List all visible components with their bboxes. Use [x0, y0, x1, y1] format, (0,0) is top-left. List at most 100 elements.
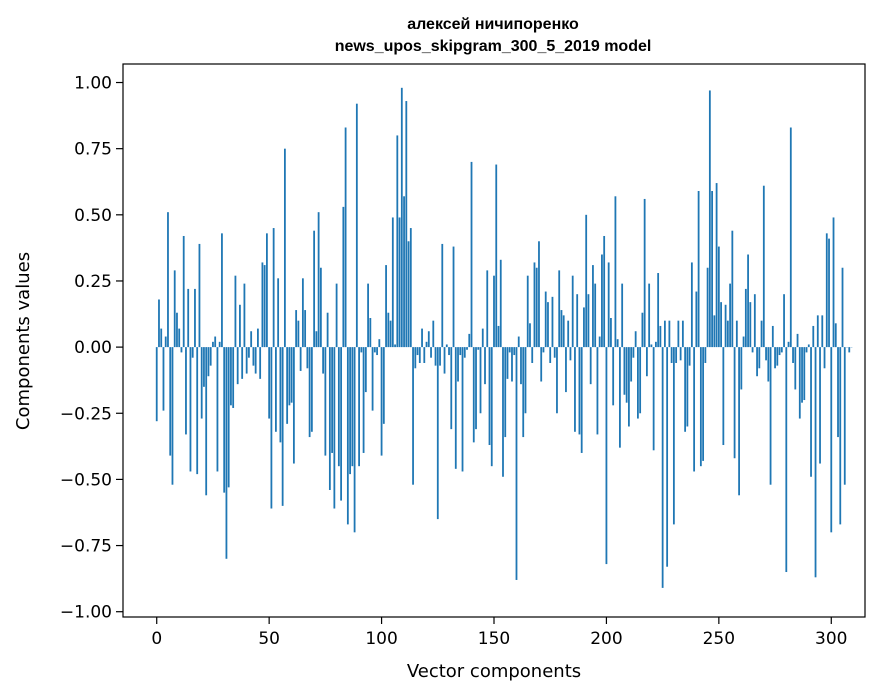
bar-6 [169, 347, 172, 456]
bar-248 [713, 315, 716, 348]
bar-209 [625, 347, 628, 403]
bar-251 [720, 302, 722, 348]
bar-130 [448, 347, 450, 356]
bar-282 [789, 127, 792, 348]
bar-39 [243, 283, 246, 348]
bar-201 [607, 262, 610, 348]
bar-221 [652, 347, 655, 451]
bar-231 [675, 347, 678, 363]
bar-125 [436, 347, 439, 520]
bar-172 [542, 347, 545, 353]
bar-236 [686, 347, 689, 427]
bar-164 [524, 347, 527, 414]
bar-220 [650, 344, 653, 348]
bar-297 [823, 347, 826, 369]
bar-141 [472, 347, 475, 443]
bar-159 [513, 347, 516, 356]
bar-98 [376, 347, 378, 356]
bar-13 [185, 347, 187, 435]
bar-63 [297, 320, 300, 348]
bars-group [155, 87, 853, 588]
bar-50 [268, 347, 271, 419]
bar-202 [610, 318, 612, 348]
bar-126 [439, 347, 441, 366]
bar-177 [553, 347, 556, 358]
bar-41 [248, 347, 250, 358]
bar-61 [292, 347, 295, 464]
bar-134 [457, 347, 459, 382]
bar-48 [263, 265, 266, 348]
bar-155 [504, 347, 507, 438]
bar-60 [290, 347, 293, 403]
bar-16 [191, 347, 194, 358]
bar-228 [668, 320, 671, 348]
bar-191 [585, 214, 588, 348]
bar-268 [758, 347, 761, 369]
bar-51 [270, 347, 273, 509]
bar-193 [589, 347, 592, 385]
bar-291 [810, 347, 812, 477]
bar-261 [742, 336, 745, 348]
bar-21 [203, 347, 205, 387]
bar-80 [335, 283, 338, 348]
bar-19 [198, 243, 201, 348]
bar-245 [706, 267, 709, 348]
bar-218 [645, 347, 648, 377]
bar-240 [695, 291, 698, 348]
bar-161 [517, 336, 520, 348]
bar-56 [281, 347, 284, 506]
bar-242 [699, 347, 702, 467]
y-tick-label: 0.75 [74, 140, 112, 160]
bar-223 [657, 273, 660, 348]
bar-203 [612, 347, 615, 406]
bar-211 [630, 347, 633, 382]
bar-178 [556, 347, 558, 414]
y-tick-label: −1.00 [60, 603, 112, 623]
bar-140 [470, 161, 473, 348]
bar-194 [592, 265, 594, 348]
bar-216 [641, 312, 644, 348]
x-tick-label: 100 [365, 629, 397, 649]
bar-54 [277, 278, 280, 348]
bar-254 [726, 320, 729, 348]
bar-31 [225, 347, 228, 559]
bar-302 [834, 323, 837, 348]
bar-154 [502, 347, 504, 477]
bar-180 [560, 310, 563, 348]
x-tick-label: 300 [815, 629, 847, 649]
bar-210 [628, 347, 630, 427]
bar-89 [355, 103, 358, 348]
bar-28 [218, 341, 221, 348]
bar-205 [616, 339, 619, 348]
bar-57 [283, 148, 286, 348]
bar-266 [753, 294, 756, 348]
bar-299 [828, 238, 830, 348]
bar-241 [697, 191, 700, 348]
bar-279 [783, 294, 785, 348]
bar-246 [708, 90, 711, 348]
y-tick-label: −0.75 [60, 537, 112, 557]
bar-151 [495, 164, 498, 348]
bar-175 [549, 347, 552, 363]
bar-185 [571, 275, 574, 348]
bar-306 [843, 347, 846, 485]
bar-293 [814, 347, 817, 578]
y-tick-label: −0.50 [60, 470, 112, 490]
bar-45 [257, 328, 259, 348]
bar-286 [798, 347, 801, 419]
bar-37 [239, 304, 241, 348]
bar-252 [722, 347, 725, 446]
bar-269 [760, 320, 763, 348]
bar-234 [681, 320, 684, 348]
bar-226 [663, 320, 666, 348]
bar-232 [677, 320, 680, 348]
bar-214 [637, 347, 639, 419]
bar-208 [623, 347, 626, 395]
bar-82 [340, 347, 343, 501]
bar-121 [427, 331, 430, 348]
bar-171 [540, 347, 543, 382]
y-tick-label: 0.50 [74, 206, 112, 226]
bar-163 [522, 347, 525, 438]
bar-303 [837, 347, 839, 438]
